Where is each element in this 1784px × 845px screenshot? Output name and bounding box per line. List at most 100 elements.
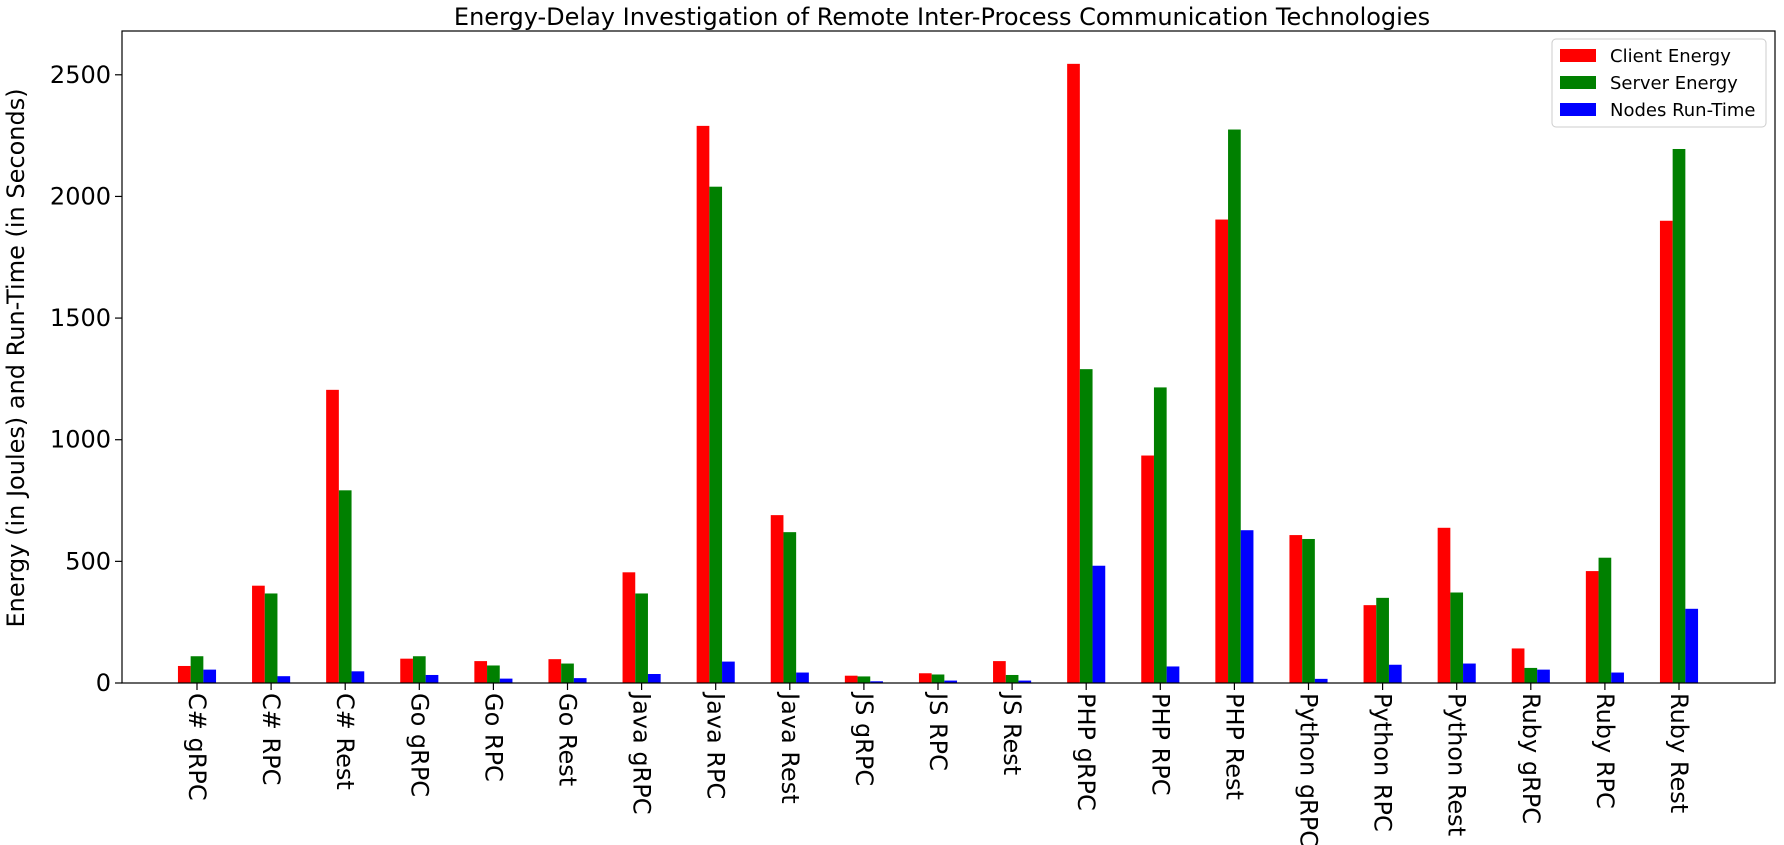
- bar-client-energy-2: [326, 389, 339, 683]
- x-tick-label-8: Java Rest: [776, 691, 804, 804]
- bar-client-energy-16: [1363, 605, 1377, 683]
- bar-client-energy-12: [1067, 63, 1080, 683]
- bar-nodes-run-time-18: [1537, 669, 1550, 683]
- bar-client-energy-19: [1585, 571, 1599, 683]
- y-tick-label-5: 2500: [50, 61, 111, 89]
- bar-nodes-run-time-11: [1018, 680, 1032, 683]
- bar-server-energy-11: [1005, 674, 1019, 683]
- bar-client-energy-18: [1511, 648, 1525, 683]
- y-tick-label-0: 0: [96, 669, 111, 697]
- bar-client-energy-9: [844, 675, 858, 683]
- bar-client-energy-4: [474, 661, 488, 683]
- bar-server-energy-12: [1079, 369, 1093, 683]
- bar-client-energy-1: [252, 585, 265, 683]
- bar-server-energy-3: [412, 656, 426, 683]
- bar-nodes-run-time-4: [499, 678, 513, 683]
- bar-nodes-run-time-0: [203, 669, 217, 683]
- x-tick-label-2: C# Rest: [331, 693, 359, 790]
- x-tick-label-19: Ruby RPC: [1591, 693, 1619, 809]
- bar-client-energy-10: [918, 673, 932, 683]
- bar-nodes-run-time-6: [647, 674, 661, 683]
- legend-label-2: Nodes Run-Time: [1610, 100, 1756, 121]
- legend-swatch-1: [1560, 76, 1596, 89]
- bar-server-energy-8: [783, 532, 797, 683]
- x-tick-label-3: Go gRPC: [405, 693, 433, 797]
- x-tick-label-11: JS Rest: [998, 691, 1026, 775]
- y-axis-ticks: 0 500 1000 1500 2000 2500: [50, 61, 122, 697]
- x-tick-label-17: Python Rest: [1443, 693, 1471, 836]
- x-tick-label-4: Go RPC: [479, 693, 507, 782]
- y-axis-label: Energy (in Joules) and Run-Time (in Seco…: [2, 88, 30, 627]
- bar-nodes-run-time-19: [1611, 672, 1624, 683]
- bar-client-energy-7: [696, 125, 710, 683]
- x-tick-label-15: Python gRPC: [1295, 693, 1323, 845]
- bar-client-energy-6: [622, 572, 636, 683]
- bar-nodes-run-time-5: [573, 678, 587, 683]
- bar-server-energy-1: [264, 593, 278, 683]
- bar-client-energy-15: [1289, 535, 1303, 683]
- x-tick-label-7: Java RPC: [702, 691, 730, 799]
- bar-nodes-run-time-20: [1685, 608, 1699, 683]
- x-tick-label-9: JS gRPC: [850, 691, 878, 786]
- x-tick-label-0: C# gRPC: [183, 693, 211, 801]
- bar-nodes-run-time-3: [425, 674, 439, 683]
- bar-nodes-run-time-13: [1166, 666, 1180, 683]
- y-tick-label-1: 500: [65, 547, 111, 575]
- bar-server-energy-20: [1672, 148, 1686, 684]
- bar-nodes-run-time-9: [870, 681, 883, 683]
- bar-server-energy-15: [1302, 538, 1315, 683]
- bar-server-energy-14: [1228, 129, 1241, 683]
- x-tick-label-14: PHP Rest: [1220, 693, 1248, 800]
- bar-client-energy-8: [770, 515, 784, 683]
- bar-client-energy-20: [1659, 220, 1673, 683]
- bar-nodes-run-time-16: [1388, 664, 1402, 683]
- bar-server-energy-17: [1450, 592, 1464, 683]
- x-tick-label-12: PHP gRPC: [1072, 693, 1100, 811]
- x-tick-label-16: Python RPC: [1369, 693, 1397, 832]
- bar-nodes-run-time-14: [1240, 530, 1254, 683]
- bar-server-energy-13: [1153, 387, 1167, 683]
- bar-nodes-run-time-10: [944, 680, 958, 683]
- chart-title: Energy-Delay Investigation of Remote Int…: [454, 3, 1430, 31]
- bar-server-energy-19: [1598, 557, 1612, 683]
- legend-swatch-2: [1560, 103, 1596, 116]
- y-tick-label-4: 2000: [50, 182, 111, 210]
- x-tick-label-13: PHP RPC: [1146, 693, 1174, 796]
- y-tick-label-2: 1000: [50, 426, 111, 454]
- bar-server-energy-2: [338, 490, 352, 683]
- bar-server-energy-16: [1376, 597, 1389, 683]
- bar-client-energy-14: [1215, 219, 1229, 684]
- bar-server-energy-9: [857, 676, 871, 683]
- x-tick-label-5: Go Rest: [554, 693, 582, 786]
- bar-server-energy-7: [709, 186, 723, 683]
- bar-client-energy-13: [1141, 455, 1154, 683]
- bar-client-energy-3: [400, 658, 413, 683]
- bar-server-energy-0: [190, 656, 204, 683]
- legend-label-1: Server Energy: [1610, 73, 1738, 94]
- x-tick-label-10: JS RPC: [924, 691, 952, 771]
- x-tick-label-20: Ruby Rest: [1665, 693, 1693, 813]
- x-tick-label-1: C# RPC: [257, 693, 285, 785]
- bar-client-energy-11: [993, 661, 1006, 683]
- x-axis-ticks: C# gRPC C# RPC C# Rest Go gRPC Go RPC Go Rest…: [183, 683, 1693, 845]
- plot-area-frame: [121, 30, 1776, 684]
- y-tick-label-3: 1500: [50, 304, 111, 332]
- bar-client-energy-5: [548, 659, 562, 683]
- bar-server-energy-10: [931, 674, 945, 683]
- legend: Client Energy Server Energy Nodes Run-Time: [1551, 38, 1767, 128]
- legend-frame: [1551, 38, 1767, 128]
- legend-label-0: Client Energy: [1610, 46, 1731, 67]
- bar-nodes-run-time-12: [1092, 565, 1106, 683]
- bar-client-energy-0: [177, 665, 191, 683]
- bar-nodes-run-time-8: [796, 672, 809, 683]
- bar-server-energy-18: [1524, 667, 1538, 683]
- x-tick-label-6: Java gRPC: [628, 691, 656, 814]
- legend-swatch-0: [1560, 49, 1596, 62]
- bar-client-energy-17: [1437, 527, 1451, 683]
- bars-layer: [177, 63, 1699, 684]
- bar-nodes-run-time-1: [277, 676, 291, 683]
- bar-nodes-run-time-17: [1463, 663, 1476, 683]
- bar-nodes-run-time-15: [1314, 678, 1328, 683]
- bar-server-energy-6: [635, 593, 648, 683]
